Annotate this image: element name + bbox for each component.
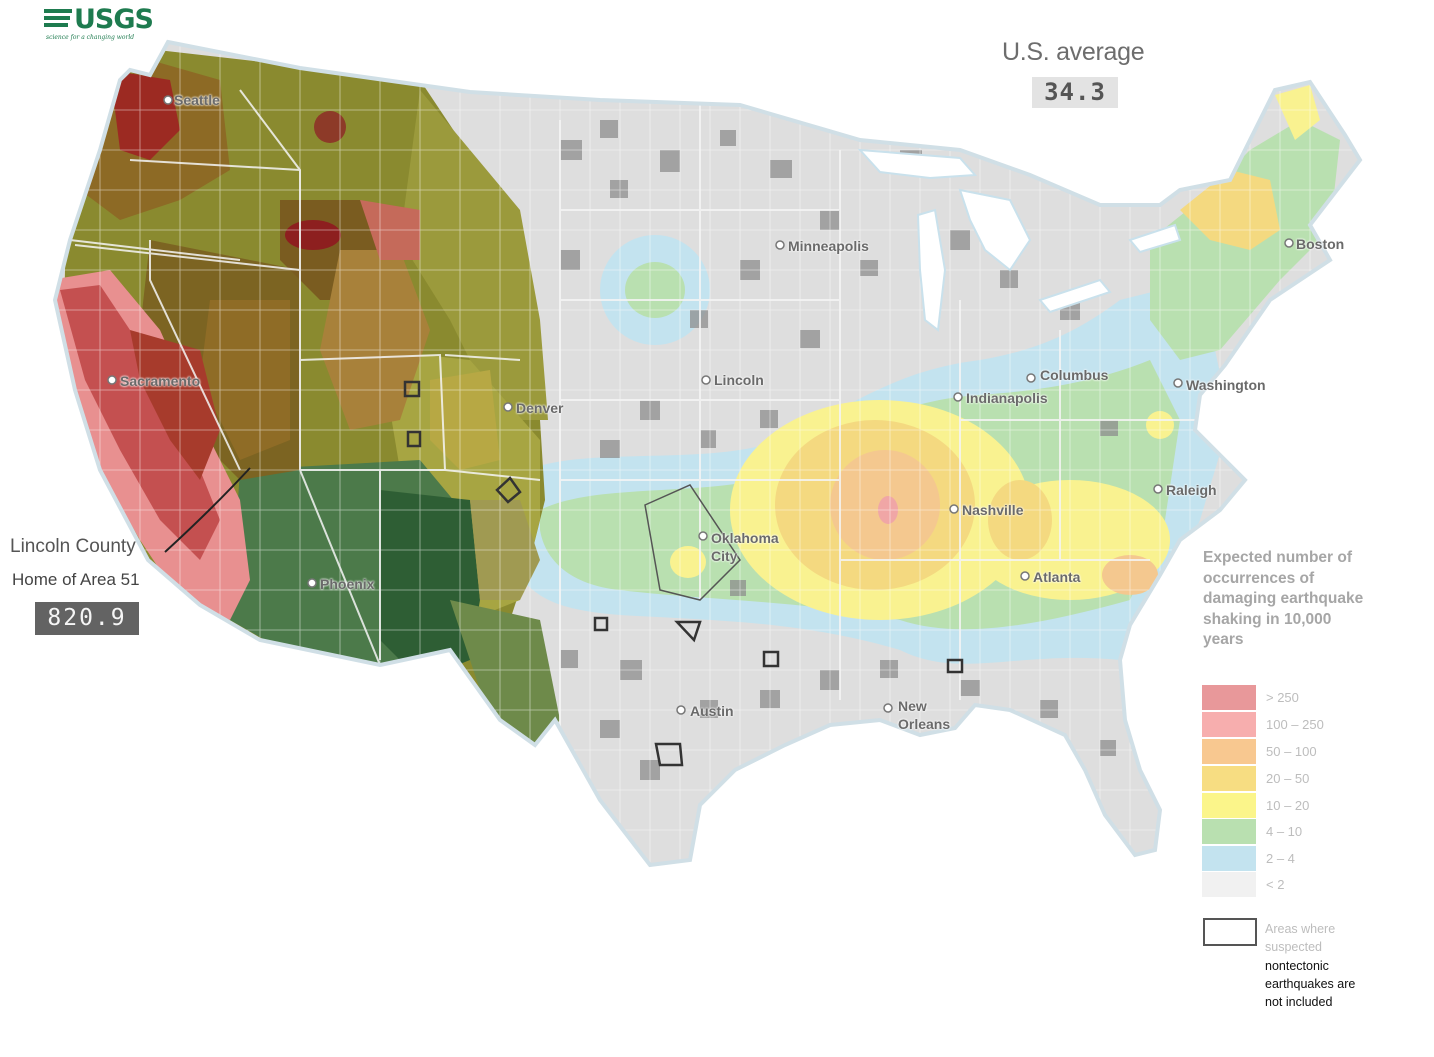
city-label-raleigh: Raleigh: [1166, 482, 1217, 498]
legend-row: > 250: [1202, 685, 1402, 710]
city-label-denver: Denver: [516, 400, 564, 416]
city-label-lincoln: Lincoln: [714, 372, 764, 388]
legend-swatch: [1202, 712, 1256, 737]
city-label-columbus: Columbus: [1040, 367, 1109, 383]
city-label-boston: Boston: [1296, 236, 1345, 252]
legend-swatch: [1202, 793, 1256, 818]
legend-note-dark: nontectonic earthquakes are not included: [1265, 959, 1356, 1009]
legend-swatch: [1202, 766, 1256, 791]
legend-row: 100 – 250: [1202, 712, 1402, 737]
us-average-label: U.S. average: [1002, 38, 1145, 66]
legend-row: 50 – 100: [1202, 739, 1402, 764]
city-label-sacramento: Sacramento: [120, 373, 201, 389]
city-label-washington: Washington: [1186, 377, 1266, 393]
usgs-logo: USGS science for a changing world: [44, 4, 164, 44]
legend-label: 4 – 10: [1266, 824, 1303, 839]
city-label-indianapolis: Indianapolis: [966, 390, 1048, 406]
great-lakes: [857, 148, 1182, 332]
usgs-wordmark: USGS: [74, 4, 154, 35]
legend-note-faded: Areas where suspected: [1265, 922, 1336, 954]
callout-county-name: Lincoln County: [10, 536, 136, 557]
city-label-phoenix: Phoenix: [320, 576, 375, 592]
legend-label: 2 – 4: [1266, 851, 1295, 866]
legend-swatch: [1202, 819, 1256, 844]
city-markers: [107, 95, 1294, 715]
legend-swatch: [1202, 872, 1256, 897]
legend-row: 20 – 50: [1202, 766, 1402, 791]
legend-row: 4 – 10: [1202, 819, 1402, 844]
legend-nontectonic-swatch: [1203, 918, 1257, 946]
legend-row: 10 – 20: [1202, 793, 1402, 818]
usgs-wave-icon: [44, 9, 72, 27]
legend-row: 2 – 4: [1202, 846, 1402, 871]
city-label-austin: Austin: [690, 703, 734, 719]
legend-label: 10 – 20: [1266, 798, 1310, 813]
legend-swatch: [1202, 846, 1256, 871]
city-label-atlanta: Atlanta: [1033, 569, 1081, 585]
legend-label: 50 – 100: [1266, 744, 1317, 759]
city-label-minneapolis: Minneapolis: [788, 238, 869, 254]
legend-title: Expected number of occurrences of damagi…: [1203, 549, 1364, 648]
legend-label: 20 – 50: [1266, 771, 1310, 786]
callout-value: 820.9: [35, 602, 139, 635]
legend-swatch: [1202, 739, 1256, 764]
city-label-nashville: Nashville: [962, 502, 1024, 518]
us-outline: [52, 39, 1363, 868]
city-label-oklahoma-city: Oklahoma City: [711, 530, 779, 564]
usgs-tagline: science for a changing world: [46, 34, 135, 41]
legend-label: > 250: [1266, 690, 1299, 705]
legend-row: < 2: [1202, 872, 1402, 897]
legend-label: 100 – 250: [1266, 717, 1324, 732]
legend-label: < 2: [1266, 877, 1285, 892]
city-label-new-orleans: New Orleans: [898, 698, 951, 732]
city-label-seattle: Seattle: [174, 92, 220, 108]
callout-subtitle: Home of Area 51: [12, 570, 140, 589]
legend-swatch: [1202, 685, 1256, 710]
us-average-value: 34.3: [1032, 77, 1118, 108]
callout-leader-line: [164, 467, 251, 553]
